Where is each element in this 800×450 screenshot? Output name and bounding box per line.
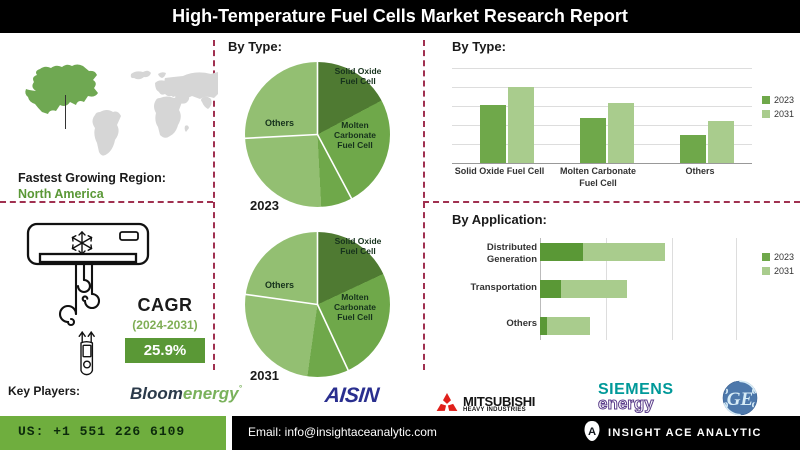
svg-text:GE: GE	[727, 389, 753, 410]
svg-text:A: A	[588, 426, 596, 438]
